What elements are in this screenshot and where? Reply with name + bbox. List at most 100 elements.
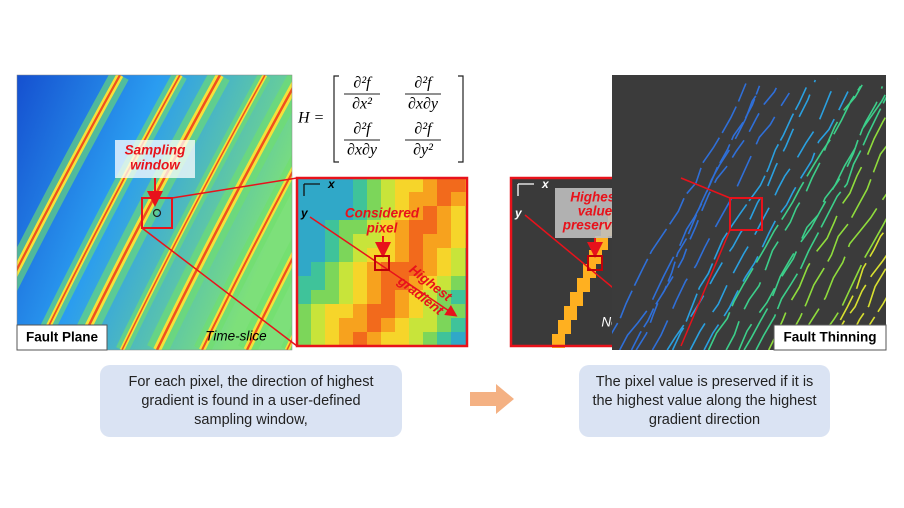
panel-label: Fault Plane	[26, 330, 99, 345]
pixel	[409, 290, 423, 304]
pixel	[395, 262, 409, 276]
pixel	[297, 206, 311, 220]
axis-label: y	[514, 206, 523, 220]
pixel	[451, 318, 465, 332]
pixel	[381, 192, 395, 206]
pixel	[353, 206, 367, 220]
pixel	[367, 276, 381, 290]
pixel	[339, 192, 353, 206]
streak	[75, 75, 222, 350]
pixel	[311, 304, 325, 318]
pixel	[409, 332, 423, 346]
pixel	[325, 346, 339, 360]
denominator: ∂y²	[413, 142, 434, 159]
pixel	[409, 220, 423, 234]
pixel	[325, 318, 339, 332]
pixel	[353, 220, 367, 234]
pixel	[367, 206, 381, 220]
pixel	[437, 206, 451, 220]
thin-fault	[897, 89, 904, 350]
pixel	[297, 332, 311, 346]
pixel	[325, 220, 339, 234]
pixel	[451, 234, 465, 248]
pixel	[311, 290, 325, 304]
pixel	[409, 262, 423, 276]
pixel	[353, 192, 367, 206]
numerator: ∂²f	[353, 75, 373, 92]
formula-lhs: H =	[297, 110, 324, 127]
pixel	[339, 178, 353, 192]
pixel	[437, 234, 451, 248]
streak	[245, 257, 292, 350]
pixel	[395, 234, 409, 248]
pixel	[325, 178, 339, 192]
denominator: ∂x∂y	[347, 142, 378, 159]
preserved-pixel	[595, 236, 608, 250]
numerator: ∂²f	[353, 121, 373, 138]
pixel	[325, 290, 339, 304]
preserved-pixel	[577, 278, 590, 292]
pixel	[437, 346, 451, 360]
pixel	[311, 276, 325, 290]
streak	[36, 75, 181, 350]
caption: The pixel value is preserved if it is th…	[579, 365, 830, 437]
axis-label: x	[327, 177, 336, 191]
thin-fault	[779, 145, 886, 350]
pixel	[325, 234, 339, 248]
thin-fault	[703, 91, 849, 350]
pixel	[381, 304, 395, 318]
pixel	[381, 290, 395, 304]
pixel	[451, 262, 465, 276]
pixel	[325, 304, 339, 318]
pixel	[409, 346, 423, 360]
pixel	[353, 276, 367, 290]
pixel	[423, 332, 437, 346]
pixel	[367, 178, 381, 192]
pixel	[311, 332, 325, 346]
pixel	[353, 332, 367, 346]
pixel	[395, 248, 409, 262]
pixel	[395, 290, 409, 304]
pixel	[409, 318, 423, 332]
pixel	[297, 276, 311, 290]
denominator: ∂x∂y	[408, 96, 439, 113]
pixel-label: Highest	[570, 190, 620, 205]
pixel	[381, 276, 395, 290]
pixel	[339, 318, 353, 332]
pixel	[395, 178, 409, 192]
axis-label: y	[300, 206, 309, 220]
pixel	[353, 178, 367, 192]
pixel	[325, 206, 339, 220]
pixel	[339, 290, 353, 304]
pixel	[423, 192, 437, 206]
preserved-pixel	[570, 292, 583, 306]
label-box	[773, 324, 887, 351]
pixel	[339, 276, 353, 290]
pixel	[367, 332, 381, 346]
pixel	[409, 234, 423, 248]
pixel	[353, 262, 367, 276]
thin-fault	[635, 78, 782, 350]
pixel	[311, 234, 325, 248]
pixel	[381, 332, 395, 346]
pixel	[339, 262, 353, 276]
thin-fault	[829, 254, 886, 350]
axis-label: x	[541, 177, 550, 191]
thin-fault	[743, 91, 886, 350]
pixel	[311, 178, 325, 192]
pixel	[395, 304, 409, 318]
thin-fault	[651, 92, 790, 350]
thin-fault	[821, 228, 886, 350]
pixel	[381, 346, 395, 360]
pixel	[297, 220, 311, 234]
pixel	[423, 206, 437, 220]
annotation: window	[130, 158, 181, 173]
pixel	[395, 346, 409, 360]
pixel	[339, 346, 353, 360]
pixel	[339, 332, 353, 346]
pixel	[423, 248, 437, 262]
pixel	[437, 248, 451, 262]
pixel	[409, 304, 423, 318]
pixel	[367, 318, 381, 332]
